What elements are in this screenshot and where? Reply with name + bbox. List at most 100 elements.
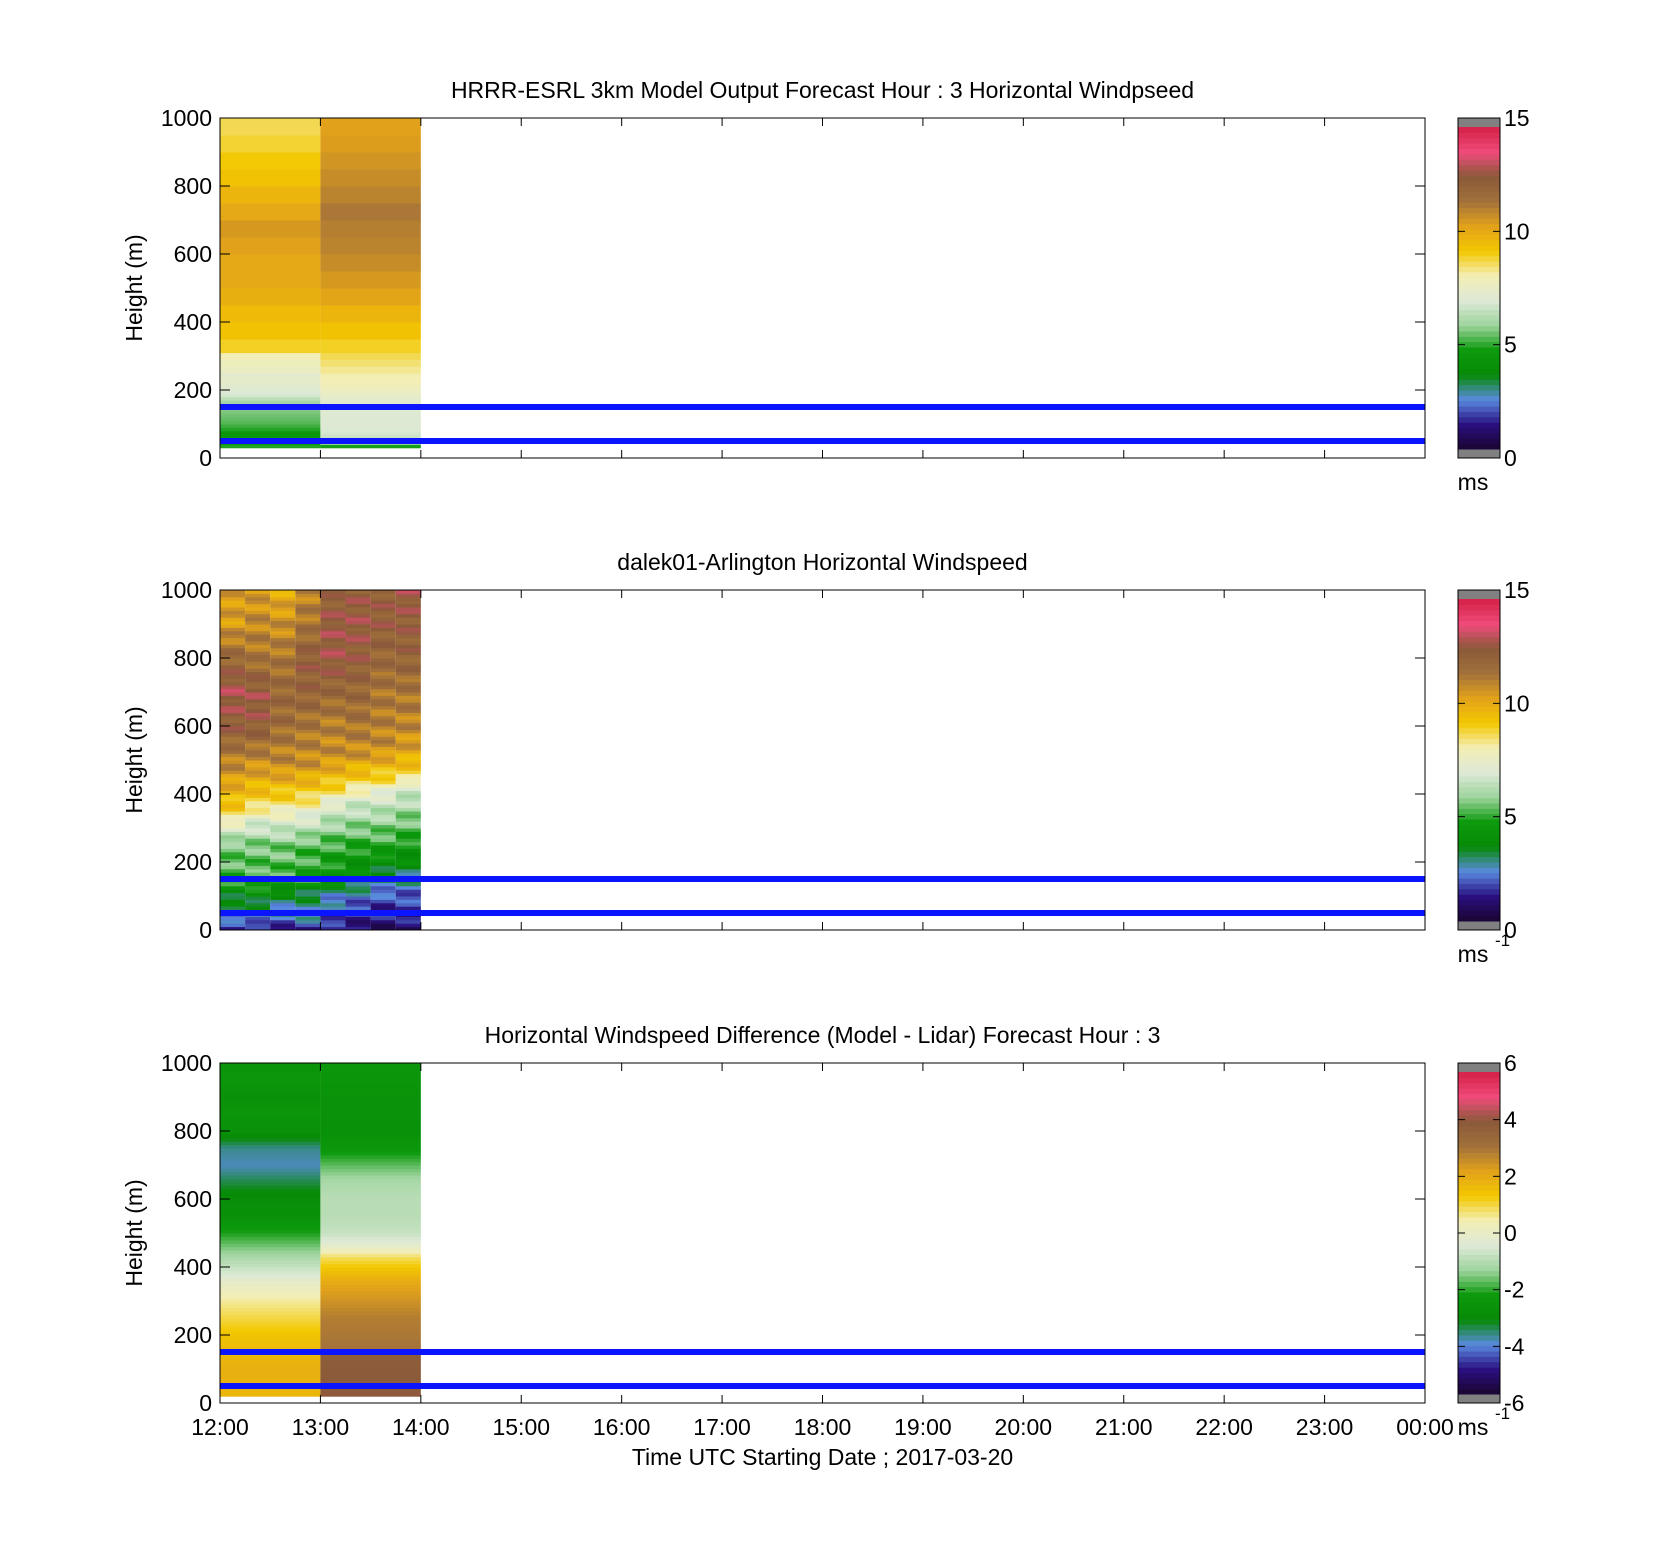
colorbar-segment [1458, 1388, 1500, 1395]
heatmap-cell [245, 641, 271, 645]
heatmap-cell [220, 1069, 321, 1074]
heatmap-cell [270, 797, 296, 802]
heatmap-cell [345, 603, 371, 608]
heatmap-cell [220, 1345, 321, 1350]
colorbar-segment [1458, 1088, 1500, 1094]
heatmap-cell [345, 885, 371, 890]
heatmap-cell [320, 732, 346, 737]
heatmap-cell [320, 1100, 421, 1105]
heatmap-cell [270, 685, 296, 690]
heatmap-cell [320, 617, 346, 622]
heatmap-cell [295, 668, 321, 673]
heatmap-cell [345, 644, 371, 649]
heatmap-cell [395, 916, 421, 921]
colorbar-end [1458, 1063, 1500, 1072]
heatmap-cell [320, 1375, 421, 1380]
heatmap-cell [220, 760, 246, 764]
heatmap-cell [220, 790, 246, 795]
heatmap-cell [320, 1341, 421, 1346]
heatmap-cell [295, 896, 321, 900]
heatmap-cell [245, 926, 271, 931]
heatmap-cell [220, 1290, 321, 1295]
heatmap-cell [245, 719, 271, 724]
heatmap-cell [345, 800, 371, 805]
heatmap-cell [295, 600, 321, 605]
colorbar-tick-label: 5 [1504, 804, 1517, 830]
heatmap-cell [370, 726, 396, 730]
heatmap-cell [245, 681, 271, 686]
heatmap-cell [395, 923, 421, 928]
heatmap-cell [320, 1304, 421, 1309]
heatmap-cell [395, 766, 421, 771]
heatmap-cell [320, 1175, 421, 1180]
heatmap-cell [370, 892, 396, 897]
colorbar-segment [1458, 379, 1500, 386]
heatmap-cell [395, 773, 421, 778]
colorbar-segment [1458, 1200, 1500, 1207]
heatmap-cell [245, 668, 271, 673]
heatmap-cell [370, 838, 396, 843]
heatmap-cell [345, 787, 371, 792]
heatmap-cell [345, 899, 371, 904]
heatmap-cell [320, 855, 346, 860]
heatmap-cell [295, 841, 321, 846]
heatmap-cell [345, 804, 371, 809]
heatmap-cell [320, 1307, 421, 1312]
heatmap-cell [270, 590, 296, 594]
heatmap-cell [320, 430, 421, 435]
heatmap-cell [320, 1263, 421, 1268]
heatmap-cell [220, 644, 246, 649]
heatmap-cell [370, 831, 396, 836]
heatmap-cell [320, 787, 346, 792]
heatmap-cell [295, 804, 321, 809]
colorbar-segment [1458, 1093, 1500, 1100]
heatmap-cell [345, 865, 371, 870]
heatmap-cell [295, 630, 321, 635]
colorbar-segment [1458, 1351, 1500, 1357]
heatmap-cell [245, 838, 271, 843]
heatmap-cell [395, 770, 421, 775]
heatmap-cell [220, 688, 246, 693]
heatmap-cell [245, 865, 271, 870]
heatmap-cell [345, 763, 371, 768]
heatmap-cell [370, 790, 396, 795]
heatmap-cell [270, 732, 296, 737]
colorbar-segment [1458, 615, 1500, 621]
heatmap-cell [245, 817, 271, 822]
colorbar-segment [1458, 883, 1500, 890]
heatmap-cell [395, 831, 421, 836]
heatmap-cell [320, 1158, 421, 1163]
y-axis-label: Height (m) [121, 234, 147, 341]
heatmap-cell [370, 664, 396, 669]
heatmap-cell [270, 882, 296, 887]
colorbar-segment [1458, 813, 1500, 820]
heatmap-cell [320, 688, 346, 693]
heatmap-cell [245, 899, 271, 904]
colorbar-segment [1458, 1334, 1500, 1341]
heatmap-cell [320, 1280, 421, 1285]
colorbar-segment [1458, 330, 1500, 337]
heatmap-cell [320, 237, 421, 255]
colorbar-segment [1458, 325, 1500, 332]
heatmap-cell [320, 1260, 421, 1265]
heatmap-cell [395, 845, 421, 849]
heatmap-cell [345, 705, 371, 710]
heatmap-cell [320, 271, 421, 289]
heatmap-cell [320, 1137, 421, 1142]
heatmap-cell [395, 804, 421, 809]
heatmap-cell [345, 916, 371, 921]
heatmap-cell [370, 661, 396, 666]
heatmap-cell [220, 424, 321, 428]
heatmap-cell [395, 865, 421, 870]
heatmap-cell [320, 1294, 421, 1299]
heatmap-cell [220, 681, 246, 686]
heatmap-cell [220, 613, 246, 618]
colorbar-segment [1458, 743, 1500, 750]
heatmap-cell [320, 858, 346, 863]
heatmap-cell [220, 1137, 321, 1142]
heatmap-cell [370, 777, 396, 781]
heatmap-cell [295, 919, 321, 924]
heatmap-cell [320, 794, 346, 798]
heatmap-cell [245, 617, 271, 622]
heatmap-cell [320, 800, 346, 805]
